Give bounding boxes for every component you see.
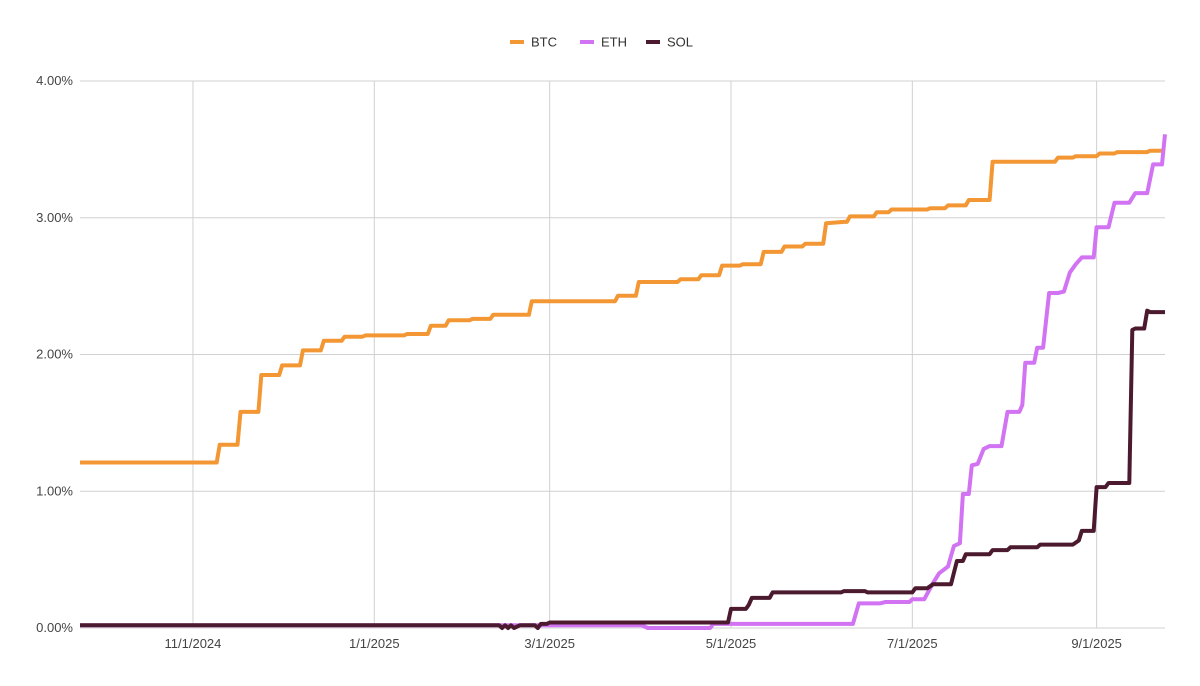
x-tick-label: 11/1/2024 bbox=[165, 636, 222, 651]
y-tick-label: 2.00% bbox=[36, 347, 73, 362]
x-tick-label: 7/1/2025 bbox=[887, 636, 938, 651]
y-tick-label: 1.00% bbox=[36, 483, 73, 498]
series-line-btc bbox=[80, 148, 1165, 465]
series-line-sol bbox=[80, 308, 1165, 630]
y-tick-label: 0.00% bbox=[36, 620, 73, 635]
y-gridlines bbox=[80, 80, 1165, 629]
x-tick-label: 9/1/2025 bbox=[1071, 636, 1122, 651]
x-tick-label: 3/1/2025 bbox=[524, 636, 575, 651]
x-gridlines bbox=[192, 81, 1098, 628]
y-tick-label: 4.00% bbox=[36, 73, 73, 88]
series-layer bbox=[80, 134, 1167, 630]
y-tick-label: 3.00% bbox=[36, 210, 73, 225]
legend-label-sol: SOL bbox=[667, 35, 693, 50]
legend: BTC ETH SOL bbox=[510, 35, 693, 50]
y-axis-tick-labels: 0.00% 1.00% 2.00% 3.00% 4.00% bbox=[36, 73, 73, 635]
legend-label-eth: ETH bbox=[601, 35, 627, 50]
series-line-eth bbox=[80, 134, 1167, 630]
legend-label-btc: BTC bbox=[531, 35, 557, 50]
x-tick-label: 5/1/2025 bbox=[706, 636, 757, 651]
x-tick-label: 1/1/2025 bbox=[349, 636, 400, 651]
x-axis-tick-labels: 11/1/2024 1/1/2025 3/1/2025 5/1/2025 7/1/202… bbox=[165, 636, 1122, 651]
